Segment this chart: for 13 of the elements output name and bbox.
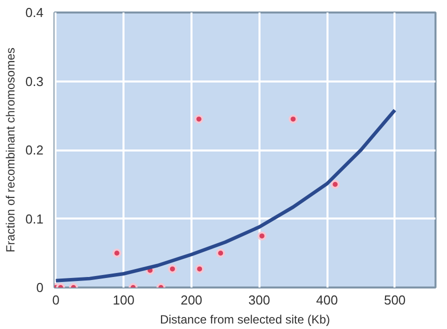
y-tick-label: 0.3 [25, 74, 44, 89]
y-axis-title: Fraction of recombinant chromosomes [3, 48, 18, 252]
y-tick-label: 0 [36, 280, 44, 295]
y-tick-label: 0.4 [25, 5, 44, 20]
x-tick-label: 300 [248, 292, 270, 308]
x-tick-label: 200 [180, 292, 202, 308]
x-tick-label: 0 [52, 292, 60, 308]
x-tick-label: 400 [316, 292, 338, 308]
x-axis-title: Distance from selected site (Kb) [160, 312, 330, 326]
x-tick-label: 500 [384, 292, 406, 308]
y-tick-label: 0.2 [25, 142, 44, 158]
x-tick-label: 100 [112, 292, 135, 308]
y-tick-label: 0.1 [25, 211, 44, 226]
